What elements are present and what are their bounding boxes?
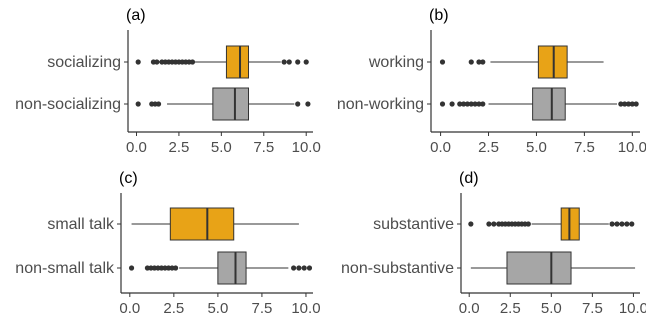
outlier-point	[154, 59, 160, 65]
category-label: socializing	[47, 54, 121, 71]
outlier-point	[464, 101, 471, 107]
outlier-point	[629, 101, 635, 107]
iqr-box	[212, 87, 250, 121]
outlier-point	[480, 101, 486, 107]
outlier-point	[439, 59, 446, 65]
x-tick-label: 7.5	[582, 300, 603, 317]
outlier-point	[633, 101, 639, 107]
outlier-point	[480, 59, 486, 65]
x-tick-label: 2.5	[478, 139, 499, 156]
outlier-point	[301, 265, 307, 271]
x-tick-label: 2.5	[168, 139, 189, 156]
outlier-point	[476, 101, 482, 107]
category-label: non-working	[337, 96, 424, 113]
outlier-point	[609, 221, 615, 227]
outlier-point	[476, 59, 482, 65]
outlier-point	[128, 265, 135, 271]
x-tick-label: 10.0	[291, 300, 320, 317]
outlier-point	[622, 101, 628, 107]
x-tick-label: 5.0	[211, 139, 232, 156]
outlier-point	[306, 265, 313, 271]
outlier-point	[525, 221, 531, 227]
panel-label: (d)	[459, 170, 479, 187]
outlier-point	[625, 101, 632, 107]
outlier-point	[303, 59, 309, 65]
outlier-point	[460, 101, 467, 107]
x-tick-label: 7.5	[574, 139, 595, 156]
x-tick-label: 10.0	[618, 139, 646, 156]
outlier-point	[486, 221, 492, 227]
x-tick-label: 7.5	[251, 300, 272, 317]
outlier-point	[135, 59, 141, 65]
x-tick-label: 0.0	[119, 300, 140, 317]
outlier-point	[472, 101, 478, 107]
outlier-point	[173, 265, 179, 271]
x-tick-label: 0.0	[430, 139, 451, 156]
panel-c: (c) 0.0 2.5 5.0 7.5 10.0 small talk non-small t…	[15, 170, 320, 317]
outlier-point	[439, 101, 446, 107]
category-label: non-socializing	[15, 96, 121, 113]
iqr-box	[169, 207, 235, 241]
x-tick-label: 0.0	[126, 139, 147, 156]
outlier-point	[281, 59, 287, 65]
x-tick-label: 7.5	[253, 139, 274, 156]
iqr-box	[225, 45, 250, 79]
category-label: small talk	[47, 216, 115, 233]
outlier-point	[614, 221, 620, 227]
outlier-point	[491, 221, 497, 227]
panel-label: (a)	[126, 7, 146, 24]
outlier-point	[619, 221, 625, 227]
outlier-point	[295, 101, 301, 107]
outlier-point	[629, 221, 635, 227]
category-label: non-substantive	[341, 260, 454, 277]
category-label: substantive	[373, 216, 454, 233]
outlier-point	[296, 265, 302, 271]
outlier-point	[295, 59, 301, 65]
x-tick-label: 10.0	[292, 139, 321, 156]
outlier-point	[449, 101, 455, 107]
x-tick-label: 5.0	[526, 139, 547, 156]
outlier-point	[618, 101, 624, 107]
x-tick-label: 2.5	[163, 300, 184, 317]
x-tick-label: 2.5	[500, 300, 521, 317]
panel-b: (b) 0.0 2.5 5.0 7.5 10.0 working non-working	[337, 7, 646, 156]
x-tick-label: 5.0	[207, 300, 228, 317]
outlier-point	[286, 59, 292, 65]
outlier-point	[189, 59, 196, 65]
category-label: non-small talk	[15, 260, 115, 277]
x-tick-label: 10.0	[619, 300, 646, 317]
outlier-point	[468, 101, 474, 107]
outlier-point	[468, 59, 474, 65]
iqr-box	[532, 87, 566, 121]
outlier-point	[305, 101, 311, 107]
panel-a: (a) 0.0 2.5 5.0 7.5 10.0 socializing non-social…	[15, 7, 321, 156]
panel-d: (d) 0.0 2.5 5.0 7.5 10.0 substantive non-substa…	[341, 170, 646, 317]
iqr-box	[217, 251, 247, 285]
x-tick-label: 5.0	[541, 300, 562, 317]
outlier-point	[155, 101, 162, 107]
iqr-box	[506, 251, 572, 285]
outlier-point	[624, 221, 630, 227]
outlier-point	[468, 221, 474, 227]
category-label: working	[368, 54, 424, 71]
panel-label: (b)	[429, 7, 449, 24]
outlier-point	[291, 265, 297, 271]
outlier-point	[135, 101, 141, 107]
outlier-point	[457, 101, 463, 107]
x-tick-label: 0.0	[459, 300, 480, 317]
panel-label: (c)	[119, 170, 138, 187]
